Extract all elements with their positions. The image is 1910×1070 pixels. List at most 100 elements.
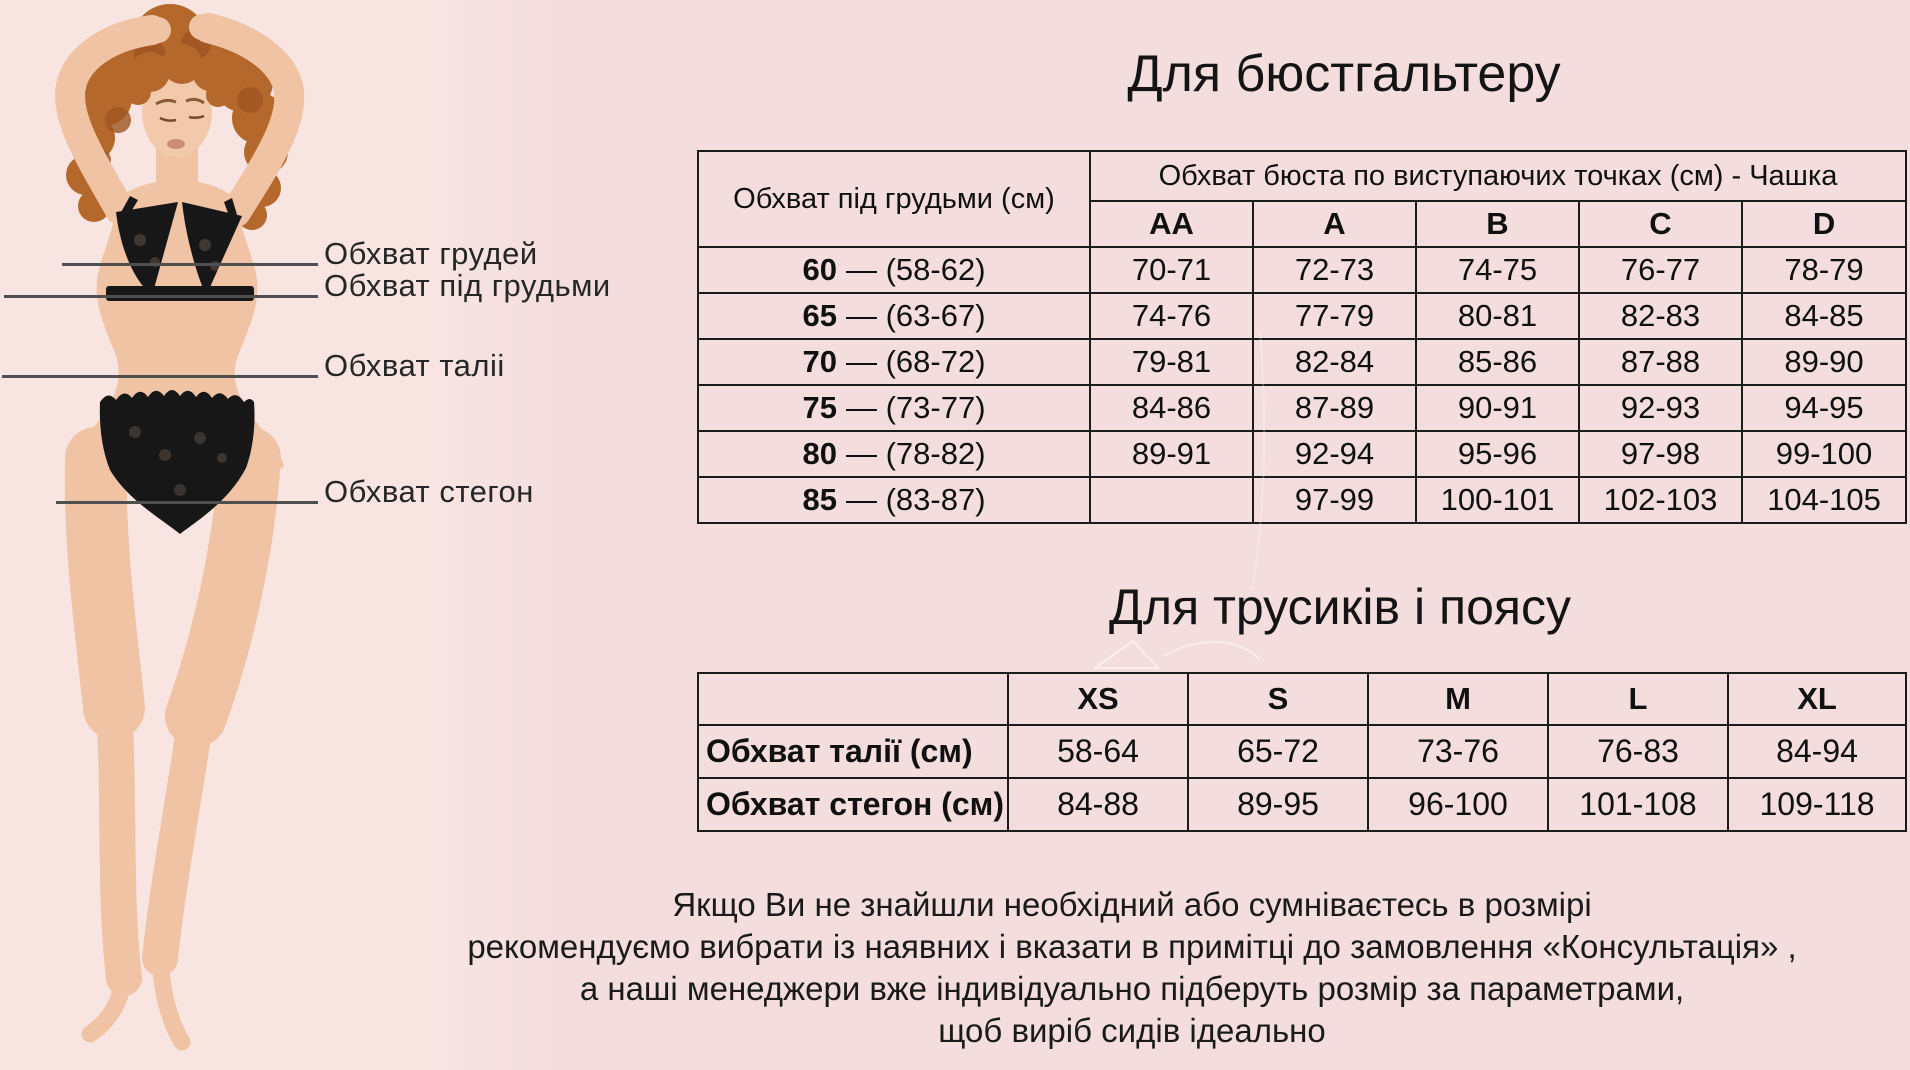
- value-cell: 84-85: [1740, 292, 1908, 340]
- size-number: 65: [802, 298, 837, 333]
- underbust-column-header: Обхват під грудьми (см): [697, 150, 1091, 248]
- band-size-cell: 75— (73-77): [697, 384, 1091, 432]
- value-cell: 74-76: [1089, 292, 1254, 340]
- size-range: — (73-77): [845, 390, 986, 425]
- value-cell: 89-91: [1089, 430, 1254, 478]
- value-cell: 82-83: [1578, 292, 1743, 340]
- model-figure-illustration: [0, 0, 560, 1070]
- measurement-underbust-label: Обхват під грудьми: [324, 268, 611, 303]
- footer-note-line: Якщо Ви не знайшли необхідний або сумнів…: [672, 886, 1592, 923]
- cup-header: C: [1578, 200, 1743, 248]
- value-cell: 73-76: [1367, 724, 1549, 779]
- size-range: — (78-82): [845, 436, 986, 471]
- value-cell: 92-94: [1252, 430, 1417, 478]
- value-cell: 100-101: [1415, 476, 1580, 524]
- value-cell: 82-84: [1252, 338, 1417, 386]
- value-cell: 80-81: [1415, 292, 1580, 340]
- value-cell: 70-71: [1089, 246, 1254, 294]
- row-label: Обхват талії (см): [697, 724, 1009, 779]
- value-cell: 65-72: [1187, 724, 1369, 779]
- value-cell: 77-79: [1252, 292, 1417, 340]
- value-cell: 89-95: [1187, 777, 1369, 832]
- bra-table-header-row: Обхват під грудьми (см) Обхват бюста по …: [697, 150, 1908, 248]
- table-row: Обхват талії (см) 58-64 65-72 73-76 76-8…: [697, 724, 1907, 779]
- bra-section-title: Для бюстгальтеру: [1127, 45, 1561, 103]
- band-size-cell: 85— (83-87): [697, 476, 1091, 524]
- size-range: — (83-87): [845, 482, 986, 517]
- value-cell: 78-79: [1740, 246, 1908, 294]
- panties-header-row: XS S M L XL: [697, 672, 1907, 726]
- table-row: 70— (68-72) 79-81 82-84 85-86 87-88 89-9…: [697, 338, 1908, 386]
- size-number: 75: [802, 390, 837, 425]
- value-cell: 84-94: [1727, 724, 1907, 779]
- size-header: M: [1367, 672, 1549, 726]
- value-cell: 87-89: [1252, 384, 1417, 432]
- band-size-cell: 60— (58-62): [697, 246, 1091, 294]
- band-size-cell: 80— (78-82): [697, 430, 1091, 478]
- empty-corner-cell: [697, 672, 1009, 726]
- bust-group-header: Обхват бюста по виступаючих точках (см) …: [1088, 150, 1908, 202]
- value-cell: 92-93: [1578, 384, 1743, 432]
- value-cell: 79-81: [1089, 338, 1254, 386]
- value-cell: 95-96: [1415, 430, 1580, 478]
- table-row: 85— (83-87) 97-99 100-101 102-103 104-10…: [697, 476, 1908, 524]
- panties-size-table: XS S M L XL Обхват талії (см) 58-64 65-7…: [697, 672, 1907, 832]
- value-cell: 101-108: [1547, 777, 1729, 832]
- value-cell: 97-99: [1252, 476, 1417, 524]
- value-cell: 104-105: [1740, 476, 1908, 524]
- value-cell: 96-100: [1367, 777, 1549, 832]
- size-header: XS: [1007, 672, 1189, 726]
- size-number: 60: [802, 252, 837, 287]
- cup-header: A: [1252, 200, 1417, 248]
- size-number: 85: [802, 482, 837, 517]
- model-photo: [0, 0, 560, 1070]
- cup-header: B: [1415, 200, 1580, 248]
- value-cell: 89-90: [1740, 338, 1908, 386]
- value-cell: 97-98: [1578, 430, 1743, 478]
- value-cell: 84-88: [1007, 777, 1189, 832]
- size-range: — (58-62): [845, 252, 986, 287]
- measurement-waist-label: Обхват таліі: [324, 348, 505, 383]
- size-header: L: [1547, 672, 1729, 726]
- bra-size-table: Обхват під грудьми (см) Обхват бюста по …: [697, 150, 1908, 524]
- leader-line: [4, 295, 318, 298]
- table-row: 80— (78-82) 89-91 92-94 95-96 97-98 99-1…: [697, 430, 1908, 478]
- value-cell: 84-86: [1089, 384, 1254, 432]
- panties-section-title: Для трусиків і поясу: [1109, 579, 1571, 635]
- footer-note-line: а наші менеджери вже індивідуально підбе…: [579, 970, 1685, 1007]
- band-size-cell: 65— (63-67): [697, 292, 1091, 340]
- footer-note-line: рекомендуємо вибрати із наявних і вказат…: [467, 928, 1797, 965]
- value-cell: 102-103: [1578, 476, 1743, 524]
- band-size-cell: 70— (68-72): [697, 338, 1091, 386]
- cup-header: AA: [1089, 200, 1254, 248]
- value-cell: 76-77: [1578, 246, 1743, 294]
- value-cell: 74-75: [1415, 246, 1580, 294]
- value-cell: 90-91: [1415, 384, 1580, 432]
- table-row: 75— (73-77) 84-86 87-89 90-91 92-93 94-9…: [697, 384, 1908, 432]
- value-cell: 99-100: [1740, 430, 1908, 478]
- size-header: S: [1187, 672, 1369, 726]
- cup-header: D: [1740, 200, 1908, 248]
- value-cell: 94-95: [1740, 384, 1908, 432]
- value-cell: 58-64: [1007, 724, 1189, 779]
- value-cell: 85-86: [1415, 338, 1580, 386]
- leader-line: [2, 375, 318, 378]
- size-number: 80: [802, 436, 837, 471]
- table-row: 60— (58-62) 70-71 72-73 74-75 76-77 78-7…: [697, 246, 1908, 294]
- footer-note: Якщо Ви не знайшли необхідний або сумнів…: [330, 884, 1910, 1052]
- value-cell: 72-73: [1252, 246, 1417, 294]
- leader-line: [62, 263, 318, 266]
- size-header: XL: [1727, 672, 1907, 726]
- size-range: — (68-72): [845, 344, 986, 379]
- table-row: 65— (63-67) 74-76 77-79 80-81 82-83 84-8…: [697, 292, 1908, 340]
- footer-note-line: щоб виріб сидів ідеально: [938, 1012, 1326, 1049]
- row-label: Обхват стегон (см): [697, 777, 1009, 832]
- cup-header-row: AA A B C D: [698, 200, 1908, 248]
- size-number: 70: [802, 344, 837, 379]
- value-cell: 87-88: [1578, 338, 1743, 386]
- value-cell: 76-83: [1547, 724, 1729, 779]
- leader-line: [56, 501, 318, 504]
- measurement-bust-label: Обхват грудей: [324, 236, 538, 271]
- table-row: Обхват стегон (см) 84-88 89-95 96-100 10…: [697, 777, 1907, 832]
